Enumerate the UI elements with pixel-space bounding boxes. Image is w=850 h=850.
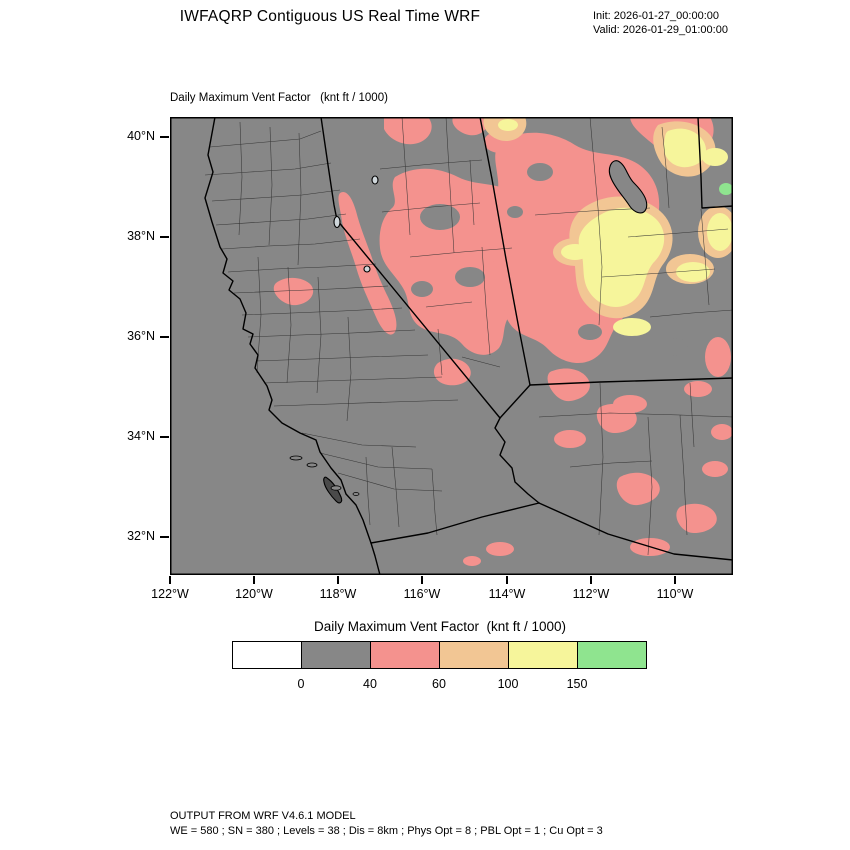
x-tick (506, 576, 508, 584)
footer-line2: WE = 580 ; SN = 380 ; Levels = 38 ; Dis … (170, 825, 603, 837)
legend-colorbar (232, 641, 647, 669)
contour-fill-over-150 (719, 183, 733, 195)
x-axis-label: 110°W (656, 587, 694, 601)
map-panel-title: Daily Maximum Vent Factor (knt ft / 1000… (170, 92, 388, 104)
lake-tahoe (333, 215, 341, 229)
x-tick (169, 576, 171, 584)
nv-az-border (499, 384, 531, 419)
x-tick (590, 576, 592, 584)
legend-bin-over-150 (577, 641, 647, 669)
x-tick (337, 576, 339, 584)
x-axis-label: 116°W (403, 587, 441, 601)
wyoming-corner-border (697, 117, 733, 209)
great-salt-lake (608, 160, 648, 214)
footer-line1: OUTPUT FROM WRF V4.6.1 MODEL (170, 810, 356, 822)
az-mexico-border (538, 502, 733, 561)
legend-tick-label: 150 (566, 677, 588, 691)
x-axis-label: 122°W (151, 587, 189, 601)
legend-bin-100-150 (508, 641, 578, 669)
county-boundaries (204, 117, 733, 556)
contour-gray-holes (411, 163, 688, 356)
run-info: Init: 2026-01-27_00:00:00 Valid: 2026-01… (593, 9, 728, 37)
california-coastline (204, 117, 381, 575)
contour-fill-100-150 (498, 119, 733, 336)
x-tick (421, 576, 423, 584)
y-axis-label: 38°N (127, 229, 155, 243)
ut-az-border (529, 377, 733, 386)
ca-mexico-border (370, 502, 540, 544)
init-time: Init: 2026-01-27_00:00:00 (593, 10, 719, 22)
y-tick (160, 236, 169, 238)
y-axis-label: 36°N (127, 329, 155, 343)
nevada-counties (379, 117, 513, 376)
x-axis-label: 114°W (488, 587, 526, 601)
california-counties (204, 121, 459, 536)
x-axis-label: 112°W (572, 587, 610, 601)
nevada-complex (379, 168, 527, 355)
y-tick (160, 136, 169, 138)
y-axis-label: 32°N (127, 529, 155, 543)
legend-tick-label: 0 (297, 677, 305, 691)
y-axis-label: 34°N (127, 429, 155, 443)
plot-title: IWFAQRP Contiguous US Real Time WRF (179, 8, 481, 25)
legend-title: Daily Maximum Vent Factor (knt ft / 1000… (313, 619, 567, 634)
pyramid-lake (371, 175, 379, 185)
utah-yellow-core (578, 207, 665, 307)
x-axis-label: 120°W (235, 587, 273, 601)
channel-islands (289, 455, 360, 496)
utah-counties (534, 117, 733, 326)
ca-nv-border (320, 117, 540, 504)
arizona-counties (538, 382, 733, 556)
y-tick (160, 436, 169, 438)
x-tick (253, 576, 255, 584)
sierra-crest-band (338, 191, 397, 335)
legend-bin-below-0 (232, 641, 302, 669)
model-footer: OUTPUT FROM WRF V4.6.1 MODEL WE = 580 ; … (170, 809, 603, 839)
nv-ut-border (479, 117, 531, 386)
mono-lake (363, 265, 371, 273)
legend-bin-60-100 (439, 641, 509, 669)
legend-bin-0-40 (301, 641, 371, 669)
legend-bin-40-60 (370, 641, 440, 669)
map-canvas (170, 117, 733, 575)
map (170, 117, 733, 575)
x-tick (674, 576, 676, 584)
legend-tick-label: 60 (432, 677, 446, 691)
state-boundaries (204, 117, 733, 575)
valid-time: Valid: 2026-01-29_01:00:00 (593, 24, 728, 36)
y-axis-label: 40°N (127, 129, 155, 143)
x-axis-label: 118°W (319, 587, 357, 601)
green-maximum-spot (719, 183, 733, 195)
map-frame-border (170, 117, 733, 575)
legend-tick-label: 40 (363, 677, 377, 691)
legend-tick-label: 100 (497, 677, 519, 691)
y-tick (160, 536, 169, 538)
central-ca-blob (273, 277, 314, 306)
y-tick (160, 336, 169, 338)
